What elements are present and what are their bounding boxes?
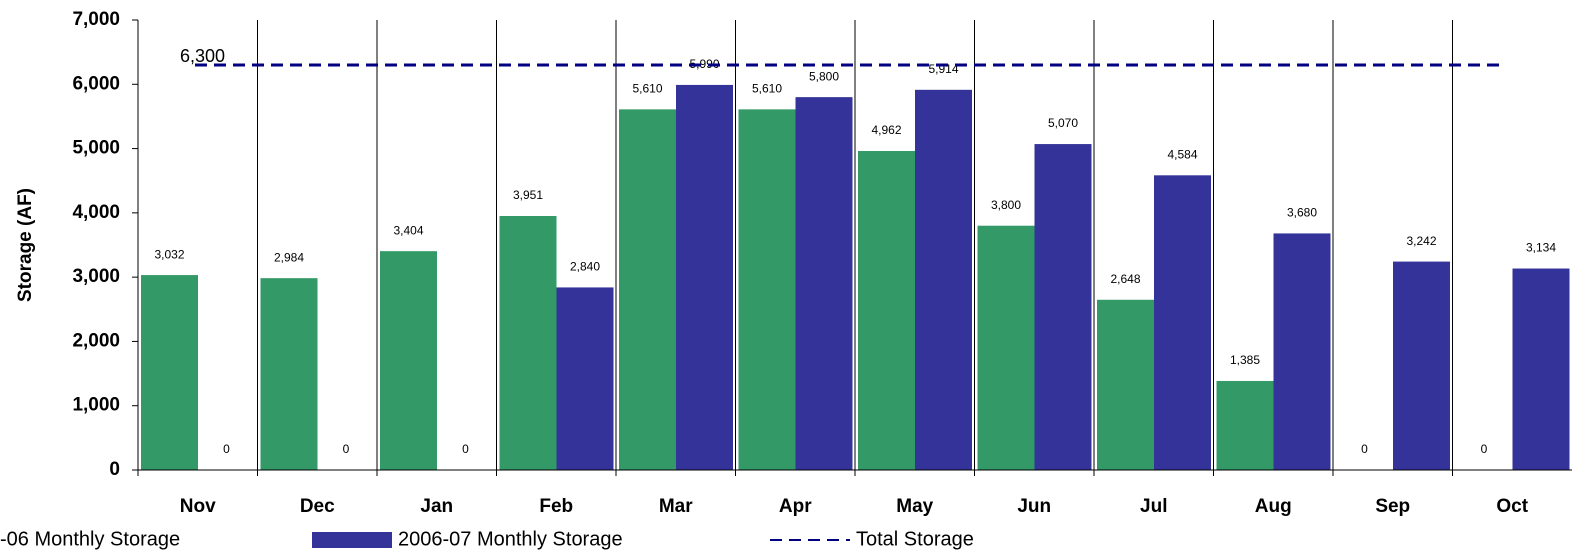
y-tick-label: 2,000 (72, 330, 120, 351)
value-label: 0 (1481, 442, 1488, 456)
bar (738, 109, 796, 470)
bar (1154, 175, 1211, 471)
x-tick-label: May (896, 496, 933, 517)
value-label: 3,134 (1526, 241, 1556, 255)
y-tick-label: 6,000 (72, 73, 120, 94)
x-tick-label: Jan (420, 496, 453, 517)
x-tick-label: Feb (539, 496, 573, 517)
value-label: 5,610 (632, 82, 662, 96)
bar (260, 278, 318, 470)
bar (1512, 268, 1570, 470)
value-label: 0 (343, 442, 350, 456)
value-label: 4,962 (871, 123, 901, 137)
value-label: 3,032 (154, 247, 184, 261)
legend-label: -06 Monthly Storage (0, 528, 180, 550)
value-label: 4,584 (1167, 147, 1197, 161)
x-tick-label: Aug (1255, 496, 1292, 517)
x-tick-label: Jun (1017, 496, 1051, 517)
value-label: 5,800 (809, 69, 839, 83)
x-tick-label: Oct (1496, 496, 1528, 517)
bar (141, 275, 198, 470)
total-label: 6,300 (180, 46, 225, 66)
y-tick-label: 3,000 (72, 266, 120, 287)
bar (1216, 380, 1274, 470)
bar (1097, 299, 1154, 470)
bar (676, 84, 733, 470)
bar (499, 216, 557, 470)
bar (1393, 261, 1450, 470)
x-tick-label: Dec (300, 496, 335, 517)
value-label: 5,990 (689, 57, 719, 71)
value-label: 3,951 (513, 188, 543, 202)
value-label: 3,800 (991, 198, 1021, 212)
y-tick-label: 7,000 (72, 9, 120, 30)
bar (619, 109, 676, 470)
value-label: 3,404 (393, 223, 423, 237)
legend-label: Total Storage (856, 528, 974, 550)
bar (977, 225, 1035, 470)
x-tick-label: Mar (659, 496, 693, 517)
bar (795, 97, 853, 471)
value-label: 0 (462, 442, 469, 456)
legend-label: 2006-07 Monthly Storage (398, 528, 623, 550)
value-label: 1,385 (1230, 353, 1260, 367)
value-label: 2,648 (1110, 272, 1140, 286)
bar (1273, 233, 1331, 470)
value-label: 5,070 (1048, 116, 1078, 130)
y-tick-label: 0 (109, 459, 120, 480)
value-label: 3,242 (1406, 234, 1436, 248)
y-tick-label: 4,000 (72, 202, 120, 223)
value-label: 2,984 (274, 250, 304, 264)
bar (1034, 144, 1092, 471)
value-label: 3,680 (1287, 206, 1317, 220)
bar (915, 89, 972, 471)
bar (556, 287, 614, 470)
value-label: 5,610 (752, 82, 782, 96)
x-tick-label: Nov (180, 496, 216, 517)
value-label: 0 (223, 442, 230, 456)
y-tick-label: 5,000 (72, 138, 120, 159)
x-tick-label: Apr (779, 496, 812, 517)
bar (858, 151, 915, 470)
value-label: 0 (1361, 442, 1368, 456)
y-tick-label: 1,000 (72, 395, 120, 416)
y-axis-title: Storage (AF) (15, 188, 36, 302)
legend-swatch (312, 532, 392, 548)
x-tick-label: Jul (1140, 496, 1167, 517)
x-tick-label: Sep (1375, 496, 1410, 517)
bar (380, 251, 437, 470)
value-label: 2,840 (570, 260, 600, 274)
